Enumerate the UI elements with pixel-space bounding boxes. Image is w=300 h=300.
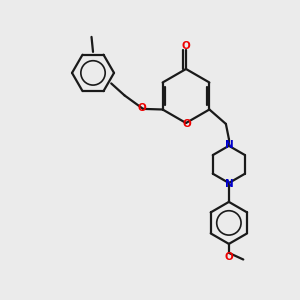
Text: O: O xyxy=(138,103,147,113)
Text: N: N xyxy=(224,140,233,150)
Text: O: O xyxy=(182,118,191,129)
Text: O: O xyxy=(224,252,233,262)
Text: N: N xyxy=(224,178,233,189)
Text: O: O xyxy=(182,41,190,51)
